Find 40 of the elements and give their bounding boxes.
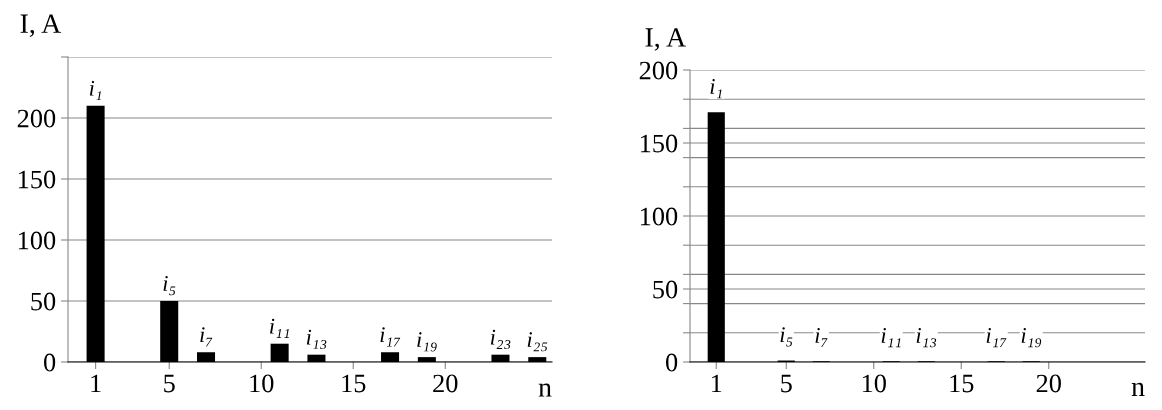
x-tick-label: 15 [342,374,366,393]
annotation: i₁₁ [270,318,289,338]
annotation: i₂₃ [490,329,511,349]
y-axis-title: I, A [20,14,62,38]
annotation: i₇ [815,327,828,348]
x-tick-label: 10 [250,374,274,393]
y-tick-label: 100 [640,207,678,226]
annotation: i₁₁ [881,327,901,348]
x-axis-title: n [538,383,552,397]
annotation: i₇ [200,327,213,347]
annotation: i₁ [710,79,722,99]
annotation: i₂₅ [527,332,548,352]
annotation: i₁₇ [380,327,401,347]
annotation: i₁₇ [986,327,1007,348]
annotation: i₅ [780,327,793,347]
x-axis-title: n [1131,382,1145,396]
y-tick-label: 150 [18,170,56,189]
y-tick-label: 50 [31,292,56,311]
y-tick-label: 0 [666,353,678,372]
y-tick-label: 100 [18,231,56,250]
y-tick-label: 200 [639,61,678,80]
y-tick-label: 150 [640,134,678,153]
x-tick-label: 5 [164,374,175,393]
annotation: i₁₃ [306,329,327,349]
x-tick-label: 5 [781,374,792,393]
annotation: i₁₉ [417,332,437,352]
annotation: i₁ [89,80,102,100]
x-tick-label: 1 [711,374,722,393]
x-tick-label: 1 [91,374,101,393]
annotation: i₁₃ [916,327,937,348]
y-tick-label: 200 [17,109,56,128]
y-axis-title: I, A [645,28,686,51]
x-tick-label: 20 [433,374,458,393]
x-tick-label: 20 [1036,374,1061,393]
x-tick-label: 15 [950,374,974,393]
annotation: i₅ [163,276,176,296]
annotation: i₁₉ [1021,327,1042,348]
y-tick-label: 0 [44,353,56,372]
y-tick-label: 50 [653,280,678,299]
x-tick-label: 10 [862,374,886,393]
